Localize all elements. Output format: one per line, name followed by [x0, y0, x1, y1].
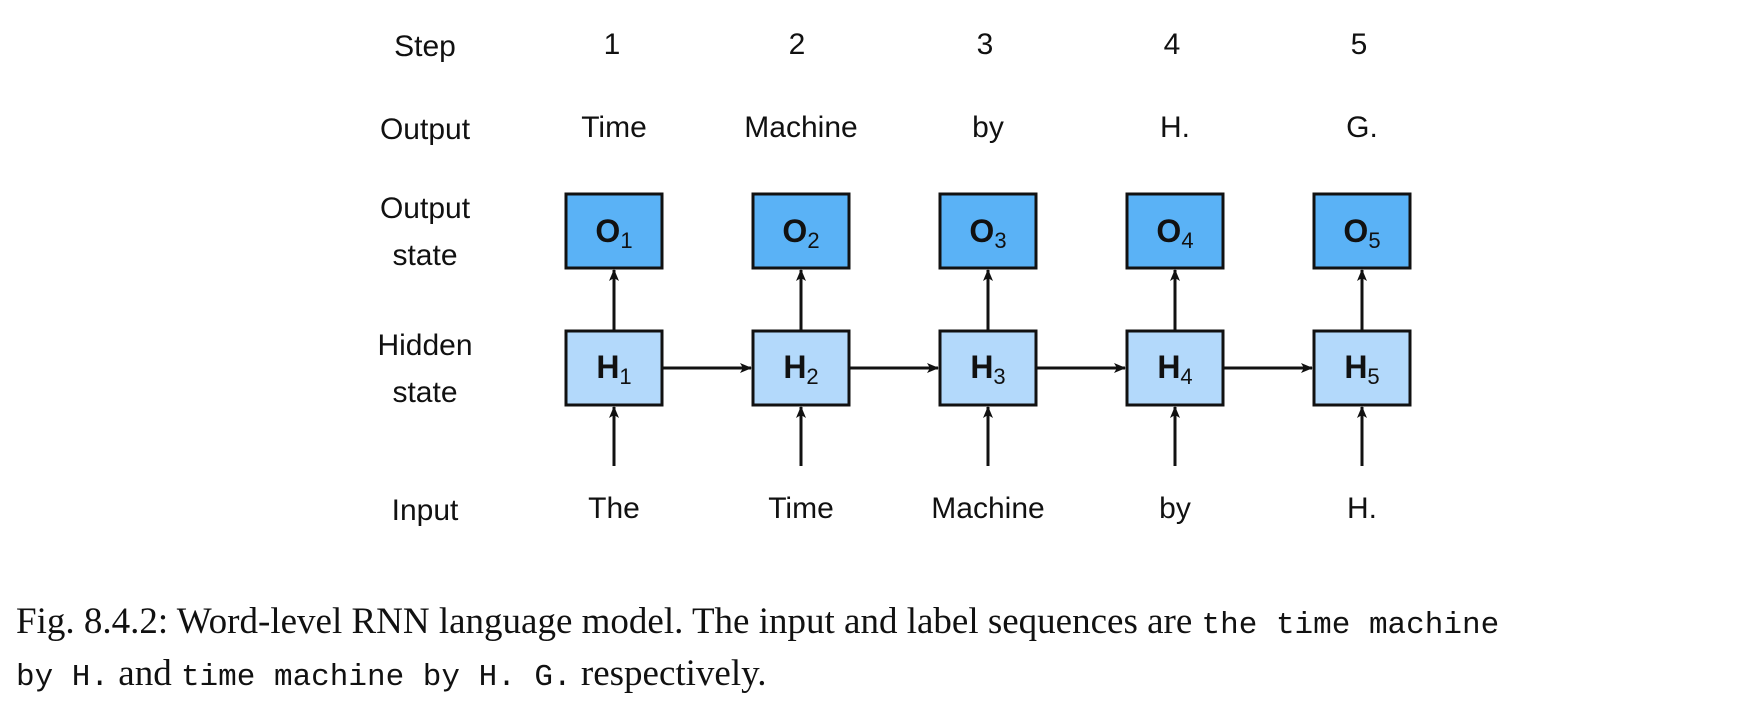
- step-number: 2: [789, 28, 806, 61]
- output-state-box-4: O4: [1125, 192, 1225, 270]
- caption-sequence-input-b: by H.: [16, 660, 110, 695]
- output-word: G.: [1346, 111, 1378, 144]
- input-word: Time: [768, 492, 834, 525]
- svg-text:H3: H3: [970, 349, 1005, 389]
- caption-and: and: [109, 653, 181, 694]
- caption-prefix: Fig. 8.4.2: Word-level RNN language mode…: [16, 601, 1202, 642]
- hidden-state-box-3: H3: [938, 329, 1038, 407]
- step-number: 1: [604, 28, 621, 61]
- caption-sequence-label: time machine by H. G.: [180, 660, 572, 695]
- svg-text:H1: H1: [596, 349, 631, 389]
- row-label-input: Input: [392, 494, 459, 527]
- output-state-box-3: O3: [938, 192, 1038, 270]
- svg-text:H5: H5: [1344, 349, 1379, 389]
- hidden-state-box-4: H4: [1125, 329, 1225, 407]
- input-word: Machine: [931, 492, 1044, 525]
- row-label-hidden-state-2: state: [392, 376, 457, 409]
- hidden-state-box-5: H5: [1312, 329, 1412, 407]
- step-number: 5: [1351, 28, 1368, 61]
- output-state-box-1: O1: [564, 192, 664, 270]
- svg-text:H2: H2: [783, 349, 818, 389]
- figure-caption: Fig. 8.4.2: Word-level RNN language mode…: [16, 598, 1751, 702]
- row-label-output-state-2: state: [392, 239, 457, 272]
- row-label-output: Output: [380, 113, 471, 146]
- svg-text:O4: O4: [1156, 213, 1193, 253]
- output-word: Time: [581, 111, 647, 144]
- output-word: Machine: [744, 111, 857, 144]
- svg-text:O3: O3: [969, 213, 1006, 253]
- output-state-box-2: O2: [751, 192, 851, 270]
- caption-suffix: respectively.: [571, 653, 767, 694]
- input-word: H.: [1347, 492, 1377, 525]
- svg-text:O5: O5: [1343, 213, 1380, 253]
- hidden-state-box-1: H1: [564, 329, 664, 407]
- input-word: The: [588, 492, 640, 525]
- svg-text:O2: O2: [782, 213, 819, 253]
- input-word: by: [1159, 492, 1191, 525]
- output-state-box-5: O5: [1312, 192, 1412, 270]
- row-label-step: Step: [394, 30, 456, 63]
- step-number: 3: [977, 28, 994, 61]
- svg-text:O1: O1: [595, 213, 632, 253]
- svg-text:H4: H4: [1157, 349, 1192, 389]
- step-number: 4: [1164, 28, 1181, 61]
- row-label-output-state-1: Output: [380, 192, 471, 225]
- output-word: by: [972, 111, 1004, 144]
- row-label-hidden-state-1: Hidden: [377, 329, 472, 362]
- hidden-state-box-2: H2: [751, 329, 851, 407]
- caption-sequence-input-a: the time machine: [1201, 608, 1500, 643]
- output-word: H.: [1160, 111, 1190, 144]
